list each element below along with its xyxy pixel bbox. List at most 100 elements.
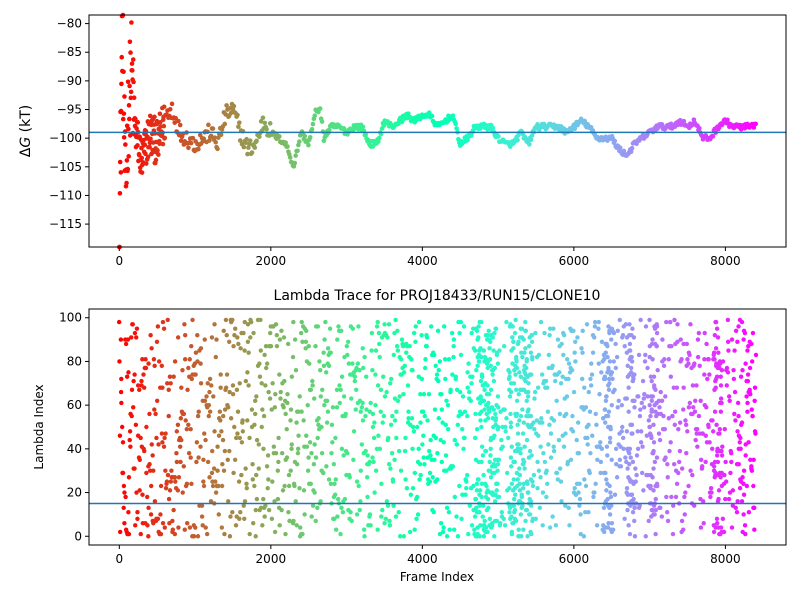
lambda-point — [688, 322, 693, 327]
lambda-point — [385, 335, 390, 340]
lambda-point — [539, 416, 544, 421]
lambda-point — [142, 448, 147, 454]
lambda-point — [402, 363, 407, 369]
lambda-point — [440, 420, 445, 425]
dg-point — [297, 139, 302, 144]
lambda-point — [208, 499, 214, 504]
lambda-point — [483, 448, 489, 454]
lambda-point — [615, 405, 620, 410]
lambda-point — [496, 494, 502, 500]
lambda-point — [341, 453, 346, 458]
lambda-point — [313, 455, 319, 460]
dg-point — [139, 170, 145, 175]
lambda-point — [206, 413, 212, 419]
lambda-point — [420, 442, 425, 447]
lambda-point — [605, 496, 610, 502]
lambda-point — [603, 350, 608, 355]
lambda-point — [519, 326, 525, 331]
lambda-point — [376, 433, 381, 438]
lambda-point — [259, 424, 264, 430]
lambda-point — [476, 335, 481, 340]
lambda-point — [749, 359, 755, 364]
lambda-point — [729, 525, 735, 530]
lambda-point — [532, 396, 537, 401]
lambda-point — [485, 333, 490, 338]
lambda-point — [335, 337, 340, 342]
lambda-point — [530, 483, 536, 489]
lambda-point — [555, 477, 560, 482]
lambda-point — [542, 330, 547, 336]
lambda-point — [378, 409, 383, 414]
lambda-point — [538, 444, 543, 449]
dg-point — [327, 127, 332, 133]
lambda-point — [352, 378, 358, 384]
dg-point — [254, 138, 259, 144]
lambda-point — [155, 324, 161, 329]
lambda-point — [444, 398, 449, 403]
lambda-point — [184, 481, 190, 487]
lambda-trace-panel: Lambda Trace for PROJ18433/RUN15/CLONE10… — [32, 288, 787, 584]
lambda-point — [304, 444, 310, 449]
lambda-point — [691, 405, 696, 410]
lambda-point — [720, 444, 725, 449]
lambda-point — [464, 485, 469, 491]
lambda-point — [497, 348, 502, 353]
lambda-point — [297, 485, 302, 491]
lambda-point — [488, 453, 493, 458]
lambda-point — [695, 444, 700, 449]
lambda-point — [530, 479, 535, 484]
dg-point — [117, 190, 123, 196]
lambda-point — [364, 374, 369, 379]
lambda-point — [139, 378, 144, 384]
lambda-point — [462, 435, 467, 441]
dg-point — [228, 110, 234, 116]
lambda-point — [135, 383, 141, 388]
lambda-point — [540, 420, 545, 425]
lambda-point — [641, 488, 646, 493]
lambda-point — [234, 387, 240, 393]
dg-point — [582, 118, 588, 124]
dg-point — [283, 140, 288, 145]
lambda-point — [628, 365, 634, 371]
lambda-point — [650, 337, 655, 342]
lambda-point — [289, 442, 294, 447]
lambda-point — [273, 392, 278, 397]
lambda-point — [576, 490, 581, 495]
lambda-point — [731, 367, 736, 373]
lambda-point — [288, 407, 294, 412]
lambda-point — [326, 363, 332, 369]
lambda-point — [733, 505, 738, 511]
lambda-point — [472, 435, 478, 441]
lambda-point — [372, 420, 377, 425]
lambda-point — [507, 510, 512, 515]
lambda-point — [324, 464, 329, 469]
lambda-point — [590, 433, 595, 438]
lambda-point — [428, 453, 433, 458]
lambda-point — [271, 444, 277, 449]
lambda-point — [517, 481, 522, 487]
lambda-point — [480, 453, 486, 458]
lambda-point — [170, 518, 175, 524]
lambda-point — [198, 444, 203, 449]
lambda-point — [278, 396, 283, 401]
lambda-point — [513, 372, 518, 377]
lambda-point — [688, 468, 693, 473]
lambda-point — [715, 459, 721, 465]
lambda-point — [473, 496, 479, 502]
lambda-point — [749, 407, 754, 412]
lambda-point — [746, 440, 751, 445]
lambda-point — [144, 494, 150, 500]
dg-point — [629, 145, 635, 151]
lambda-point — [625, 507, 630, 513]
lambda-point — [602, 529, 607, 535]
lambda-point — [451, 527, 457, 532]
lambda-point — [254, 472, 259, 478]
lambda-point — [469, 330, 474, 336]
lambda-point — [653, 496, 658, 502]
lambda-point — [235, 335, 240, 340]
lambda-point — [404, 350, 409, 355]
lambda-point — [694, 383, 699, 388]
lambda-point — [520, 503, 525, 508]
dg-point — [236, 124, 241, 130]
lambda-point — [485, 496, 491, 502]
